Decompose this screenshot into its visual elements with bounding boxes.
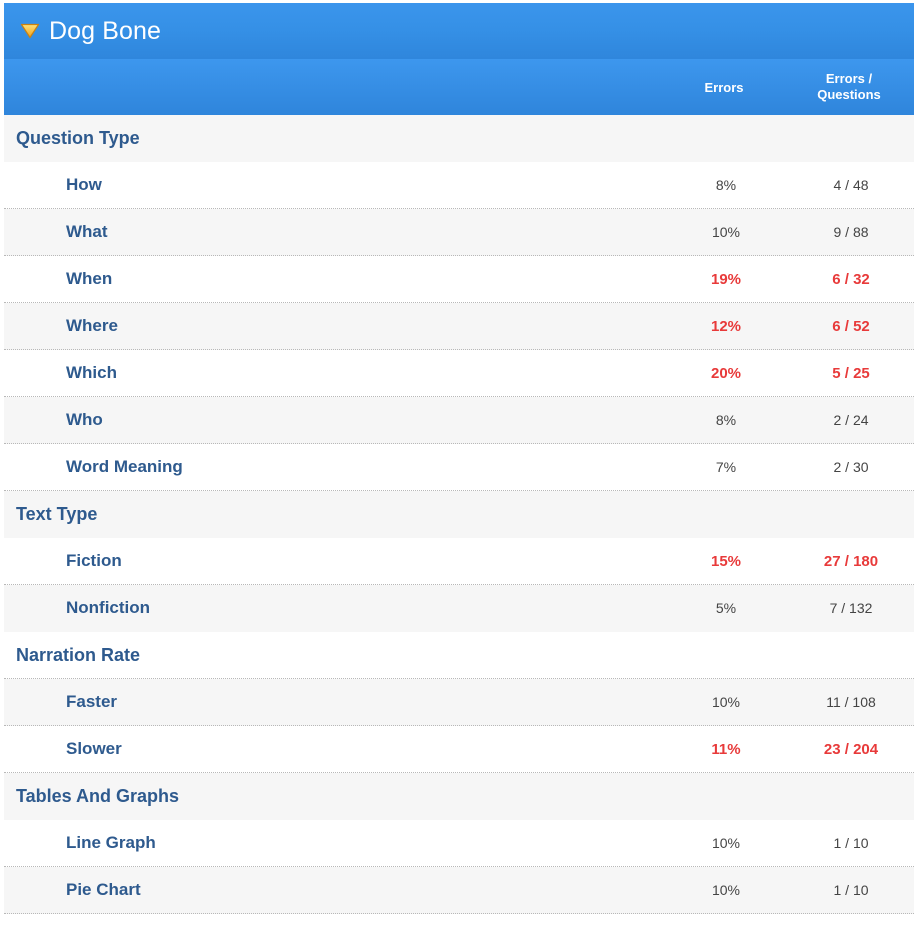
errors-questions-header-line1: Errors / [825,71,873,86]
errors-percent-value: 10% [711,882,741,898]
errors-questions-cell: 11 / 108 [801,679,901,725]
errors-questions-cell: 5 / 25 [801,350,901,396]
row-label[interactable]: Faster [66,692,118,711]
errors-column-header: Errors [704,79,744,95]
errors-questions-value: 23 / 204 [823,740,879,758]
table-row[interactable]: Who 8% 2 / 24 [4,397,914,444]
errors-percent-value: 12% [710,317,742,335]
errors-questions-cell: 1 / 10 [801,867,901,913]
errors-percent-value: 19% [710,270,742,288]
errors-questions-cell: 1 / 10 [801,820,901,866]
errors-questions-value: 5 / 25 [832,364,870,382]
errors-percent-cell: 8% [676,162,776,208]
errors-percent-cell: 10% [676,867,776,913]
errors-questions-value: 1 / 10 [833,882,869,898]
errors-percent-cell: 15% [676,538,776,584]
errors-percent-value: 8% [715,177,737,193]
errors-percent-value: 10% [711,835,741,851]
errors-questions-value: 9 / 88 [833,224,869,240]
errors-questions-column-header: Errors / Questions [799,59,899,115]
column-header-bar: Errors Errors / Questions [4,59,914,115]
table-row[interactable]: Which 20% 5 / 25 [4,350,914,397]
row-label[interactable]: Nonfiction [66,598,151,617]
report-rows: Question Type How 8% 4 / 48 What 10% 9 / 88 Whe… [4,115,914,914]
row-label[interactable]: Which [66,363,117,382]
errors-percent-value: 7% [715,459,737,475]
table-row[interactable]: How 8% 4 / 48 [4,162,914,209]
errors-percent-value: 10% [711,224,741,240]
section-header-row: Narration Rate [4,632,914,679]
errors-percent-cell: 12% [676,303,776,349]
errors-questions-cell: 2 / 24 [801,397,901,443]
errors-percent-cell: 19% [676,256,776,302]
errors-percent-cell: 11% [676,726,776,772]
errors-questions-cell: 9 / 88 [801,209,901,255]
row-label[interactable]: What [66,222,108,241]
row-label[interactable]: When [66,269,113,288]
errors-percent-value: 15% [710,552,742,570]
row-label[interactable]: Pie Chart [66,880,141,899]
errors-percent-cell: 20% [676,350,776,396]
table-row[interactable]: Line Graph 10% 1 / 10 [4,820,914,867]
table-row[interactable]: What 10% 9 / 88 [4,209,914,256]
errors-percent-cell: 10% [676,820,776,866]
table-row[interactable]: Fiction 15% 27 / 180 [4,538,914,585]
errors-percent-value: 20% [710,364,742,382]
table-row[interactable]: Slower 11% 23 / 204 [4,726,914,773]
errors-percent-cell: 5% [676,585,776,631]
table-row[interactable]: Word Meaning 7% 2 / 30 [4,444,914,491]
panel-title-bar[interactable]: Dog Bone [4,3,914,59]
section-label: Narration Rate [16,644,141,665]
errors-questions-value: 2 / 30 [833,459,869,475]
table-row[interactable]: Faster 10% 11 / 108 [4,679,914,726]
row-label[interactable]: Fiction [66,551,122,570]
errors-percent-cell: 7% [676,444,776,490]
errors-percent-value: 11% [711,740,741,758]
errors-percent-cell: 8% [676,397,776,443]
errors-questions-cell: 7 / 132 [801,585,901,631]
section-header-row: Text Type [4,491,914,538]
triangle-down-icon[interactable] [20,21,40,41]
table-row[interactable]: Pie Chart 10% 1 / 10 [4,867,914,914]
errors-questions-value: 27 / 180 [823,552,879,570]
row-label[interactable]: Who [66,410,103,429]
row-label[interactable]: Where [66,316,118,335]
errors-questions-value: 6 / 32 [832,270,870,288]
table-row[interactable]: When 19% 6 / 32 [4,256,914,303]
errors-percent-cell: 10% [676,679,776,725]
panel-title: Dog Bone [49,16,161,45]
table-row[interactable]: Nonfiction 5% 7 / 132 [4,585,914,632]
errors-questions-cell: 6 / 52 [801,303,901,349]
row-label[interactable]: Line Graph [66,833,156,852]
row-label[interactable]: How [66,175,102,194]
section-label: Question Type [16,127,140,148]
errors-percent-value: 5% [715,600,737,616]
errors-questions-cell: 6 / 32 [801,256,901,302]
section-label: Tables And Graphs [16,785,180,806]
errors-questions-value: 11 / 108 [826,694,876,710]
report-panel: Dog Bone Errors Errors / Questions Quest… [4,3,914,914]
errors-questions-value: 6 / 52 [832,317,870,335]
errors-percent-value: 10% [711,694,741,710]
errors-questions-value: 2 / 24 [833,412,869,428]
errors-questions-cell: 27 / 180 [801,538,901,584]
errors-questions-cell: 23 / 204 [801,726,901,772]
errors-questions-value: 4 / 48 [833,177,869,193]
errors-questions-header-line2: Questions [817,87,881,102]
errors-questions-cell: 4 / 48 [801,162,901,208]
table-row[interactable]: Where 12% 6 / 52 [4,303,914,350]
errors-percent-cell: 10% [676,209,776,255]
errors-questions-value: 1 / 10 [833,835,869,851]
errors-questions-cell: 2 / 30 [801,444,901,490]
errors-questions-value: 7 / 132 [829,600,873,616]
section-header-row: Tables And Graphs [4,773,914,820]
row-label[interactable]: Word Meaning [66,457,183,476]
row-label[interactable]: Slower [66,739,122,758]
section-header-row: Question Type [4,115,914,162]
section-label: Text Type [16,503,98,524]
errors-percent-value: 8% [715,412,737,428]
